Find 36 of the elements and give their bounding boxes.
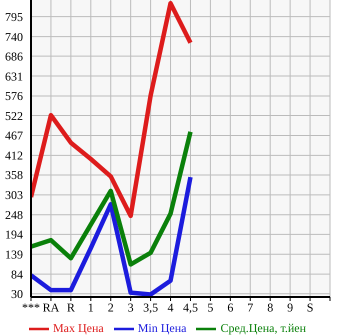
x-tick-label: RA xyxy=(42,300,60,315)
legend-label: Min Цена xyxy=(138,320,186,335)
x-tick-label: S xyxy=(306,300,314,315)
x-tick-label: 4,5 xyxy=(182,300,198,315)
y-tick-label: 795 xyxy=(5,10,23,24)
x-tick-label: 5 xyxy=(207,300,214,315)
y-tick-label: 522 xyxy=(5,108,23,123)
y-tick-label: 412 xyxy=(5,148,23,163)
x-tick-label: 3,5 xyxy=(143,300,158,315)
x-tick-label: 4 xyxy=(168,300,174,315)
y-tick-label: 30 xyxy=(11,287,23,301)
y-tick-label: 139 xyxy=(5,248,23,262)
x-tick-label: 3 xyxy=(128,300,134,315)
y-tick-label: 631 xyxy=(5,69,23,84)
line-series xyxy=(31,130,193,267)
y-tick-label: 194 xyxy=(5,228,23,242)
x-tick-label: 1 xyxy=(88,300,94,315)
x-tick-label: 6 xyxy=(227,300,234,315)
legend-label: Max Цена xyxy=(52,320,104,335)
y-tick-label: 740 xyxy=(5,30,23,44)
y-tick-label: 686 xyxy=(5,49,23,64)
line-series xyxy=(31,1,193,218)
x-tick-label: 9 xyxy=(287,300,294,315)
x-tick-label: 7 xyxy=(247,300,254,315)
line-series xyxy=(31,174,193,297)
y-tick-label: 576 xyxy=(5,89,23,104)
y-tick-label: 358 xyxy=(5,168,23,182)
y-tick-label: 303 xyxy=(5,188,23,202)
x-tick-label: R xyxy=(66,300,75,315)
x-tick-label: *** xyxy=(22,300,40,315)
x-tick-label: 2 xyxy=(108,300,114,315)
y-tick-label: 467 xyxy=(5,128,23,143)
x-tick-label: 8 xyxy=(267,300,274,315)
y-tick-label: 248 xyxy=(5,208,23,222)
y-tick-label: 84 xyxy=(11,267,23,282)
legend-label: Сред.Цена, т.йен xyxy=(220,320,306,335)
